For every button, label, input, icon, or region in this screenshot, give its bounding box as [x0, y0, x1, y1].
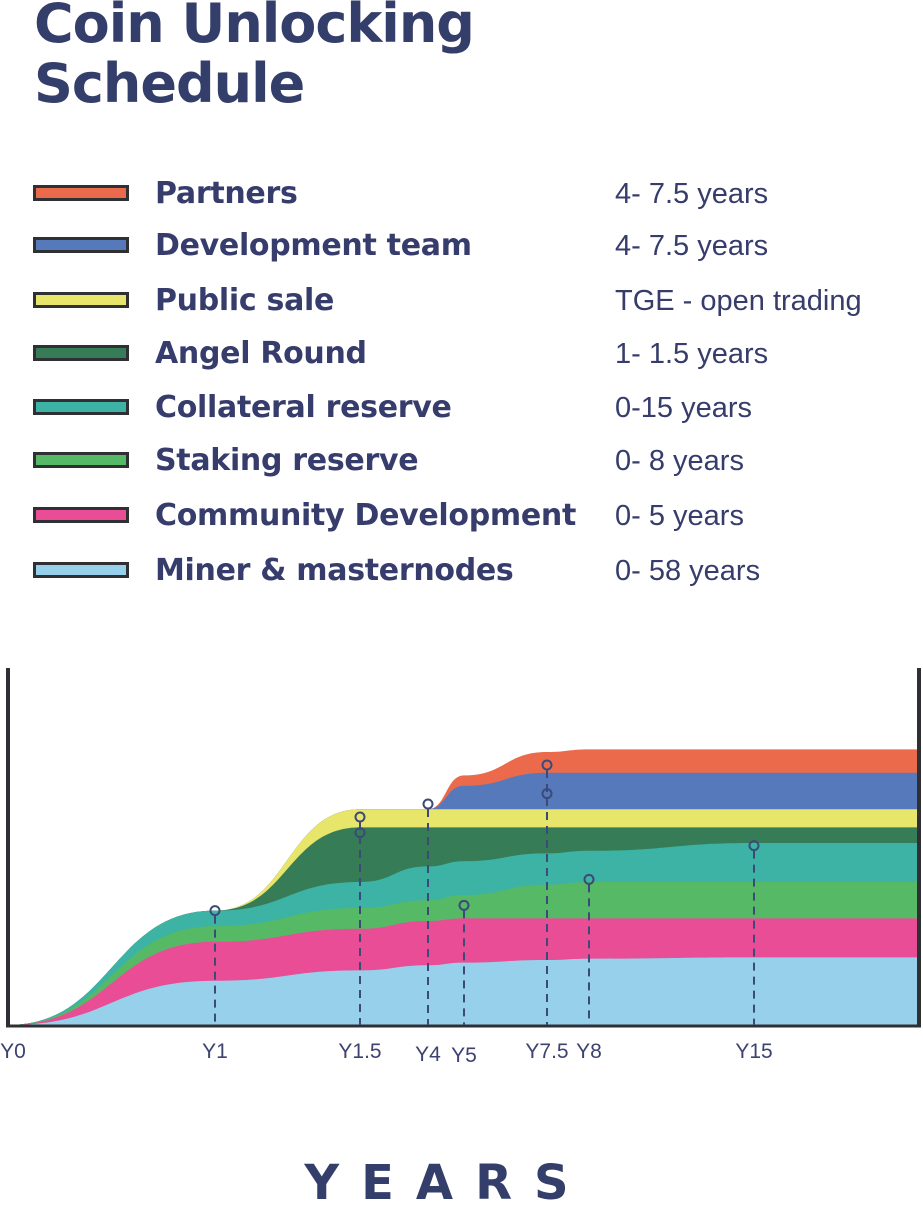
legend-label: Staking reserve: [155, 443, 419, 478]
legend-item-miner-masternodes: Miner & masternodes 0- 58 years: [0, 551, 923, 591]
milestone-marker: [209, 905, 221, 917]
legend-period: 1- 1.5 years: [615, 338, 769, 370]
legend-label: Community Development: [155, 498, 577, 533]
unlock-area-chart: Y0 Y1 Y1.5 Y4 Y5 Y7.5 Y8 Y15: [0, 668, 921, 1067]
legend-item-staking-reserve: Staking reserve 0- 8 years: [0, 441, 923, 481]
milestone-marker: [458, 899, 470, 911]
legend-label: Development team: [155, 228, 472, 263]
x-tick-label: Y7.5: [525, 1040, 568, 1063]
legend-swatch: [33, 452, 129, 468]
milestone-marker: [541, 759, 553, 771]
legend-period: 0- 5 years: [615, 500, 744, 532]
legend-item-partners: Partners 4- 7.5 years: [0, 174, 923, 214]
legend-label: Miner & masternodes: [155, 553, 514, 588]
legend-period: TGE - open trading: [615, 285, 862, 317]
legend-item-collateral-reserve: Collateral reserve 0-15 years: [0, 388, 923, 428]
legend-label: Angel Round: [155, 336, 367, 371]
legend-period: 0- 8 years: [615, 445, 744, 477]
legend-item-angel-round: Angel Round 1- 1.5 years: [0, 334, 923, 374]
legend-item-community-development: Community Development 0- 5 years: [0, 496, 923, 536]
legend-swatch: [33, 562, 129, 578]
title-line-2: Schedule: [34, 52, 305, 115]
milestone-marker: [541, 788, 553, 800]
legend-period: 0-15 years: [615, 392, 753, 424]
legend-label: Collateral reserve: [155, 390, 452, 425]
x-tick-label: Y1: [202, 1040, 228, 1063]
legend-swatch: [33, 292, 129, 308]
title-line-1: Coin Unlocking: [34, 0, 475, 55]
legend-swatch: [33, 237, 129, 253]
milestone-marker: [583, 873, 595, 885]
x-tick-label: Y5: [451, 1044, 477, 1067]
x-tick-label: Y8: [576, 1040, 602, 1063]
page-title: Coin Unlocking Schedule: [34, 0, 475, 115]
legend-swatch: [33, 345, 129, 361]
x-tick-label: Y4: [415, 1043, 441, 1066]
milestone-marker: [422, 798, 434, 810]
x-tick-label: Y0: [0, 1040, 26, 1063]
legend-label: Partners: [155, 176, 298, 211]
milestone-marker: [354, 811, 366, 823]
legend-period: 4- 7.5 years: [615, 178, 769, 210]
legend-swatch: [33, 507, 129, 523]
legend-swatch: [33, 185, 129, 201]
x-tick-label: Y1.5: [338, 1040, 381, 1063]
milestone-marker: [748, 840, 760, 852]
milestone-marker: [354, 827, 366, 839]
area-miner-masternodes: [8, 957, 919, 1025]
x-axis-title: YEARS: [304, 1155, 591, 1211]
legend-label: Public sale: [155, 283, 335, 318]
legend-period: 4- 7.5 years: [615, 230, 769, 262]
legend-item-public-sale: Public sale TGE - open trading: [0, 281, 923, 321]
x-tick-label: Y15: [735, 1040, 772, 1063]
legend-item-development-team: Development team 4- 7.5 years: [0, 226, 923, 266]
legend-swatch: [33, 399, 129, 415]
legend-period: 0- 58 years: [615, 555, 761, 587]
